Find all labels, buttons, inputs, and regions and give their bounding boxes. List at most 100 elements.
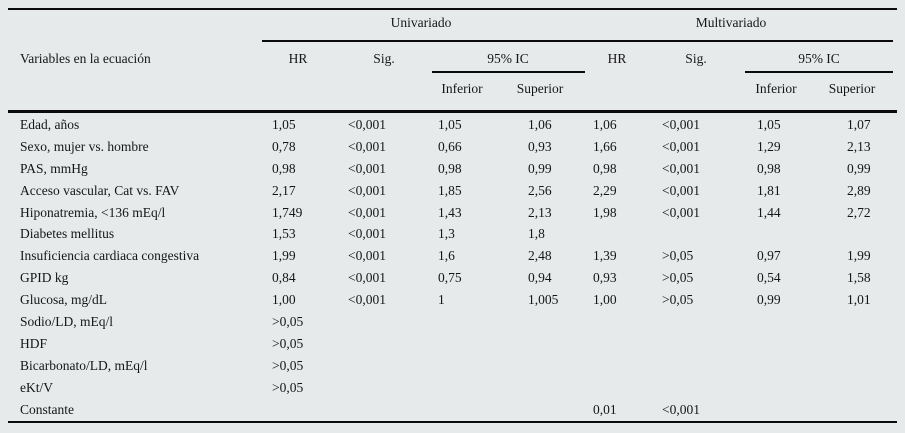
cell-univ-sig: <0,001 bbox=[348, 248, 386, 264]
row-label: HDF bbox=[20, 335, 48, 351]
cell-univ-hr: >0,05 bbox=[272, 379, 304, 395]
cell-multi-hr: 1,39 bbox=[593, 248, 617, 264]
table-row: Acceso vascular, Cat vs. FAV 2,17 <0,001… bbox=[0, 180, 905, 202]
cell-univ-ci-lower: 1,3 bbox=[438, 226, 455, 242]
cell-univ-ci-upper: 0,93 bbox=[528, 138, 552, 154]
cell-univ-sig: <0,001 bbox=[348, 204, 386, 220]
col-header-univ-ci: 95% IC bbox=[487, 51, 529, 66]
table-row: Diabetes mellitus 1,53 <0,001 1,3 1,8 bbox=[0, 223, 905, 245]
row-label: PAS, mmHg bbox=[20, 160, 88, 176]
col-header-univ-sig: Sig. bbox=[373, 51, 395, 66]
cell-multi-ci-upper: 2,13 bbox=[847, 138, 871, 154]
col-header-multi-ci-upper: Superior bbox=[828, 81, 876, 96]
table-row: Hiponatremia, <136 mEq/l 1,749 <0,001 1,… bbox=[0, 202, 905, 224]
table-row: Constante 0,01 <0,001 bbox=[0, 399, 905, 421]
row-label: GPID kg bbox=[20, 270, 69, 286]
cell-univ-sig: <0,001 bbox=[348, 160, 386, 176]
cell-univ-hr: 0,98 bbox=[272, 160, 296, 176]
cell-univ-hr: 1,99 bbox=[272, 248, 296, 264]
cell-univ-ci-lower: 1,85 bbox=[438, 182, 462, 198]
table-top-rule bbox=[8, 8, 897, 10]
row-label: Constante bbox=[20, 401, 74, 417]
col-header-univ-ci-upper: Superior bbox=[516, 81, 564, 96]
cell-multi-sig: >0,05 bbox=[662, 248, 694, 264]
cell-univ-hr: 0,78 bbox=[272, 138, 296, 154]
table-row: Insuficiencia cardiaca congestiva 1,99 <… bbox=[0, 245, 905, 267]
cell-univ-hr: >0,05 bbox=[272, 313, 304, 329]
table-row: eKt/V >0,05 bbox=[0, 377, 905, 399]
cell-univ-hr: 2,17 bbox=[272, 182, 296, 198]
cell-univ-sig: <0,001 bbox=[348, 116, 386, 132]
col-header-multi-ci: 95% IC bbox=[798, 51, 840, 66]
row-label: Hiponatremia, <136 mEq/l bbox=[20, 204, 166, 220]
cell-multi-ci-lower: 0,54 bbox=[757, 270, 781, 286]
cell-univ-hr: >0,05 bbox=[272, 357, 304, 373]
row-label: Bicarbonato/LD, mEq/l bbox=[20, 357, 148, 373]
cell-multi-ci-upper: 1,07 bbox=[847, 116, 871, 132]
cell-multi-sig: <0,001 bbox=[662, 116, 700, 132]
cell-multi-ci-upper: 0,99 bbox=[847, 160, 871, 176]
cell-multi-hr: 0,01 bbox=[593, 401, 617, 417]
col-header-multi-hr: HR bbox=[607, 51, 627, 66]
col-header-univ-hr: HR bbox=[288, 51, 308, 66]
cell-multi-sig: <0,001 bbox=[662, 138, 700, 154]
table-row: Edad, años 1,05 <0,001 1,05 1,06 1,06 <0… bbox=[0, 114, 905, 136]
cell-univ-hr: >0,05 bbox=[272, 335, 304, 351]
col-header-univ-ci-lower: Inferior bbox=[441, 81, 483, 96]
cell-univ-ci-upper: 2,56 bbox=[528, 182, 552, 198]
cell-univ-hr: 1,53 bbox=[272, 226, 296, 242]
cell-multi-hr: 0,93 bbox=[593, 270, 617, 286]
cell-multi-sig: <0,001 bbox=[662, 160, 700, 176]
cell-univ-ci-upper: 1,8 bbox=[528, 226, 545, 242]
cell-univ-hr: 0,84 bbox=[272, 270, 296, 286]
cell-multi-ci-lower: 0,97 bbox=[757, 248, 781, 264]
cell-multi-hr: 1,66 bbox=[593, 138, 617, 154]
header-bottom-rule bbox=[8, 110, 897, 113]
cell-univ-sig: <0,001 bbox=[348, 182, 386, 198]
cell-univ-sig: <0,001 bbox=[348, 138, 386, 154]
cell-multi-hr: 2,29 bbox=[593, 182, 617, 198]
cell-univ-hr: 1,05 bbox=[272, 116, 296, 132]
row-label: Diabetes mellitus bbox=[20, 226, 115, 242]
ci-multivariate-rule bbox=[745, 71, 893, 73]
cell-univ-ci-upper: 1,005 bbox=[528, 292, 559, 308]
cell-univ-sig: <0,001 bbox=[348, 292, 386, 308]
cell-univ-ci-lower: 1,6 bbox=[438, 248, 455, 264]
row-header-label: Variables en la ecuación bbox=[20, 51, 151, 66]
cell-multi-hr: 0,98 bbox=[593, 160, 617, 176]
row-label: Sodio/LD, mEq/l bbox=[20, 313, 114, 329]
row-label: Insuficiencia cardiaca congestiva bbox=[20, 248, 200, 264]
cell-multi-hr: 1,06 bbox=[593, 116, 617, 132]
cell-univ-ci-upper: 2,13 bbox=[528, 204, 552, 220]
cell-univ-ci-upper: 1,06 bbox=[528, 116, 552, 132]
row-label: Sexo, mujer vs. hombre bbox=[20, 138, 149, 154]
cell-multi-ci-lower: 1,44 bbox=[757, 204, 781, 220]
cell-multi-ci-upper: 2,72 bbox=[847, 204, 871, 220]
cell-univ-ci-upper: 0,99 bbox=[528, 160, 552, 176]
group-header-multivariate: Multivariado bbox=[695, 15, 767, 30]
cell-univ-ci-upper: 2,48 bbox=[528, 248, 552, 264]
table-row: Bicarbonato/LD, mEq/l >0,05 bbox=[0, 355, 905, 377]
table-row: HDF >0,05 bbox=[0, 333, 905, 355]
table-row: GPID kg 0,84 <0,001 0,75 0,94 0,93 >0,05… bbox=[0, 267, 905, 289]
cell-multi-ci-upper: 1,99 bbox=[847, 248, 871, 264]
table-row: Glucosa, mg/dL 1,00 <0,001 1 1,005 1,00 … bbox=[0, 289, 905, 311]
cell-multi-ci-lower: 0,99 bbox=[757, 292, 781, 308]
cell-univ-hr: 1,00 bbox=[272, 292, 296, 308]
cell-multi-ci-lower: 1,05 bbox=[757, 116, 781, 132]
cell-multi-sig: <0,001 bbox=[662, 182, 700, 198]
cell-multi-hr: 1,00 bbox=[593, 292, 617, 308]
cell-univ-sig: <0,001 bbox=[348, 226, 386, 242]
cell-multi-ci-upper: 2,89 bbox=[847, 182, 871, 198]
cell-multi-sig: >0,05 bbox=[662, 270, 694, 286]
col-header-multi-sig: Sig. bbox=[685, 51, 707, 66]
cell-univ-ci-lower: 0,75 bbox=[438, 270, 462, 286]
cell-univ-ci-lower: 0,66 bbox=[438, 138, 462, 154]
ci-univariate-rule bbox=[432, 71, 585, 73]
col-header-multi-ci-lower: Inferior bbox=[755, 81, 797, 96]
cell-univ-ci-upper: 0,94 bbox=[528, 270, 552, 286]
cell-multi-ci-upper: 1,58 bbox=[847, 270, 871, 286]
cell-multi-ci-lower: 1,81 bbox=[757, 182, 781, 198]
cell-multi-ci-lower: 0,98 bbox=[757, 160, 781, 176]
